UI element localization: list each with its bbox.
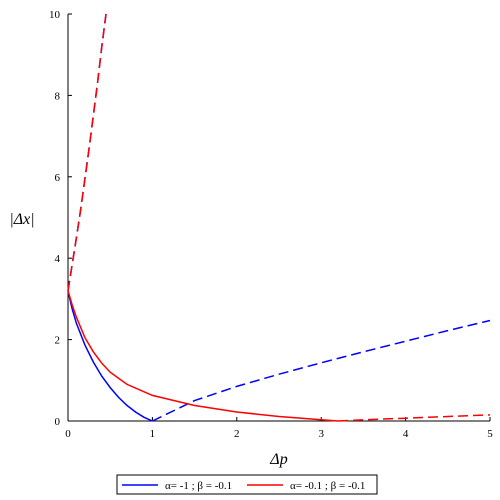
series-1-segment-2-dashed xyxy=(152,319,491,422)
y-tick-label: 4 xyxy=(55,253,61,265)
series-1-segment-1-solid xyxy=(67,290,153,422)
y-tick-label: 8 xyxy=(55,90,61,102)
x-tick-label: 0 xyxy=(65,428,71,440)
y-tick-label: 2 xyxy=(55,335,61,347)
legend-label-1: α= -1 ; β = -0.1 xyxy=(165,480,232,492)
y-tick-label: 0 xyxy=(55,416,61,428)
series-group xyxy=(67,13,491,422)
y-axis-label: |Δx| xyxy=(9,211,34,228)
x-axis-label: Δp xyxy=(269,451,287,468)
series-1-segment-3-dashed xyxy=(67,13,107,291)
y-tick-label: 10 xyxy=(49,9,61,21)
axis-labels: Δp |Δx| xyxy=(9,211,287,468)
y-tick-label: 6 xyxy=(55,172,61,184)
series-2-segment-3-dashed xyxy=(67,13,107,291)
x-tick-label: 4 xyxy=(403,428,409,440)
x-tick-label: 5 xyxy=(487,428,493,440)
axes: 0 1 2 3 4 5 0 2 4 6 8 10 xyxy=(49,9,493,440)
series-2-segment-2-dashed xyxy=(338,414,491,422)
x-tick-label: 1 xyxy=(150,428,156,440)
x-tick-label: 3 xyxy=(318,428,324,440)
x-tick-label: 2 xyxy=(234,428,240,440)
legend-label-2: α= -0.1 ; β = -0.1 xyxy=(290,480,365,492)
series-2-segment-1-solid xyxy=(67,290,339,422)
legend: α= -1 ; β = -0.1 α= -0.1 ; β = -0.1 xyxy=(116,474,378,495)
